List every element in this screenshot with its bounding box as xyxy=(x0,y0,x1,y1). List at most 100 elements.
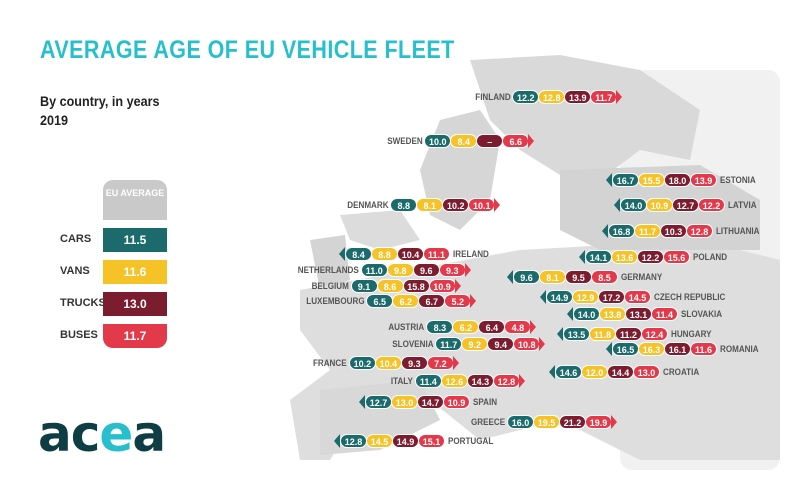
value-pills: 16.0 19.5 21.2 19.9 xyxy=(507,415,613,429)
country-row-italy: ITALY 11.4 12.6 14.3 12.8 xyxy=(387,374,525,388)
country-row-ireland: 8.4 8.8 10.4 11.1 IRELAND xyxy=(339,247,495,261)
country-row-belgium: BELGIUM 9.1 8.6 15.8 10.9 xyxy=(305,279,461,293)
country-label: SWEDEN xyxy=(386,135,423,147)
arrow-marker xyxy=(528,134,535,148)
value-buses: 15.1 xyxy=(418,434,445,448)
country-row-austria: AUSTRIA 8.3 6.2 6.4 4.8 xyxy=(382,320,537,334)
arrow-marker xyxy=(339,247,345,261)
value-buses: 9.3 xyxy=(438,263,466,277)
value-buses: 10.9 xyxy=(428,279,456,293)
value-trucks: 14.3 xyxy=(466,374,494,388)
country-row-luxembourg: LUXEMBOURG 6.5 6.2 6.7 5.2 xyxy=(296,294,477,308)
value-cars: 14.0 xyxy=(573,307,600,321)
country-row-greece: GREECE 16.0 19.5 21.2 19.9 xyxy=(465,415,618,429)
value-vans: 12.8 xyxy=(538,90,566,104)
value-buses: 14.5 xyxy=(624,290,651,304)
value-pills: 16.8 11.7 10.3 12.8 xyxy=(608,224,713,238)
value-trucks: 11.2 xyxy=(615,327,642,341)
country-label: FRANCE xyxy=(313,357,347,369)
value-trucks: 17.2 xyxy=(598,290,625,304)
value-trucks: 14.4 xyxy=(607,365,634,379)
value-buses: 12.8 xyxy=(686,224,713,238)
value-vans: 8.6 xyxy=(376,279,404,293)
value-pills: 14.6 12.0 14.4 13.0 xyxy=(555,365,660,379)
value-cars: 11.4 xyxy=(414,374,442,388)
value-vans: 8.8 xyxy=(371,247,398,261)
arrow-marker xyxy=(579,250,585,264)
country-label: AUSTRIA xyxy=(388,321,425,333)
value-pills: 16.5 16.3 16.1 11.6 xyxy=(612,342,717,356)
arrow-marker xyxy=(334,434,340,448)
value-cars: 16.7 xyxy=(612,173,639,187)
value-vans: 12.0 xyxy=(581,365,608,379)
value-pills: 14.9 12.9 17.2 14.5 xyxy=(546,290,651,304)
value-cars: 11.0 xyxy=(360,263,388,277)
arrow-marker xyxy=(606,173,612,187)
value-cars: 6.5 xyxy=(366,294,394,308)
arrow-marker xyxy=(518,374,525,388)
country-row-slovenia: SLOVENIA 11.7 9.2 9.4 10.8 xyxy=(385,337,546,351)
country-label: BELGIUM xyxy=(311,280,349,292)
legend-label: CARS xyxy=(60,233,92,245)
value-vans: 8.1 xyxy=(416,198,444,212)
value-trucks: 6.7 xyxy=(418,294,446,308)
value-buses: 13.0 xyxy=(633,365,660,379)
country-row-germany: 9.6 8.1 9.5 8.5 GERMANY xyxy=(507,270,670,284)
country-row-lithuania: 16.8 11.7 10.3 12.8 LITHUANIA xyxy=(602,224,767,238)
value-cars: 11.7 xyxy=(435,337,463,351)
legend-row-buses: BUSES 11.7 xyxy=(40,324,170,348)
value-trucks: 9.3 xyxy=(400,356,428,370)
value-pills: 8.3 6.2 6.4 4.8 xyxy=(426,320,532,334)
value-cars: 14.9 xyxy=(546,290,573,304)
legend-row-trucks: TRUCKS 13.0 xyxy=(40,292,170,316)
value-cars: 14.1 xyxy=(585,250,612,264)
value-trucks: 10.4 xyxy=(397,247,424,261)
value-buses: 12.2 xyxy=(698,198,725,212)
value-buses: 8.5 xyxy=(591,270,618,284)
value-vans: 19.5 xyxy=(533,415,561,429)
value-pills: 14.0 10.9 12.7 12.2 xyxy=(620,198,725,212)
value-vans: 6.2 xyxy=(392,294,420,308)
country-row-latvia: 14.0 10.9 12.7 12.2 LATVIA xyxy=(614,198,762,212)
value-buses: 10.8 xyxy=(513,337,541,351)
value-cars: 12.8 xyxy=(340,434,367,448)
value-pills: 16.7 15.5 18.0 13.9 xyxy=(612,173,717,187)
value-vans: 13.0 xyxy=(391,395,418,409)
arrow-marker xyxy=(567,307,573,321)
value-cars: 9.6 xyxy=(513,270,540,284)
country-label: ROMANIA xyxy=(720,343,759,355)
value-vans: 6.2 xyxy=(452,320,480,334)
value-pills: 9.6 8.1 9.5 8.5 xyxy=(513,270,618,284)
value-trucks: 9.5 xyxy=(565,270,592,284)
legend-label: VANS xyxy=(60,265,90,277)
arrow-marker xyxy=(540,290,546,304)
value-pills: 8.4 8.8 10.4 11.1 xyxy=(345,247,450,261)
value-pills: 11.4 12.6 14.3 12.8 xyxy=(414,374,520,388)
country-row-denmark: DENMARK 8.8 8.1 10.2 10.1 xyxy=(340,198,501,212)
value-cars: 12.2 xyxy=(512,90,540,104)
value-buses: 11.1 xyxy=(423,247,450,261)
value-buses: 11.6 xyxy=(690,342,717,356)
arrow-marker xyxy=(606,342,612,356)
arrow-marker xyxy=(602,224,608,238)
value-vans: 8.1 xyxy=(539,270,566,284)
country-label: IRELAND xyxy=(453,248,489,260)
legend-row-vans: VANS 11.6 xyxy=(40,260,170,284)
value-vans: 15.5 xyxy=(638,173,665,187)
country-row-czech-republic: 14.9 12.9 17.2 14.5 CZECH REPUBLIC xyxy=(540,290,738,304)
country-label: HUNGARY xyxy=(671,328,712,340)
value-trucks: 12.7 xyxy=(672,198,699,212)
value-buses: 12.8 xyxy=(492,374,520,388)
country-label: FINLAND xyxy=(474,91,511,103)
country-label: SPAIN xyxy=(473,396,498,408)
value-pills: 11.0 9.8 9.6 9.3 xyxy=(360,263,466,277)
legend-row-cars: CARS 11.5 xyxy=(40,228,170,252)
value-trucks: 9.6 xyxy=(412,263,440,277)
legend-value: 11.5 xyxy=(103,228,167,252)
value-trucks: 21.2 xyxy=(559,415,587,429)
country-label: GERMANY xyxy=(621,271,663,283)
value-trucks: 12.2 xyxy=(637,250,664,264)
value-buses: 10.9 xyxy=(443,395,470,409)
legend-value: 11.6 xyxy=(103,260,167,284)
value-buses: 4.8 xyxy=(504,320,532,334)
